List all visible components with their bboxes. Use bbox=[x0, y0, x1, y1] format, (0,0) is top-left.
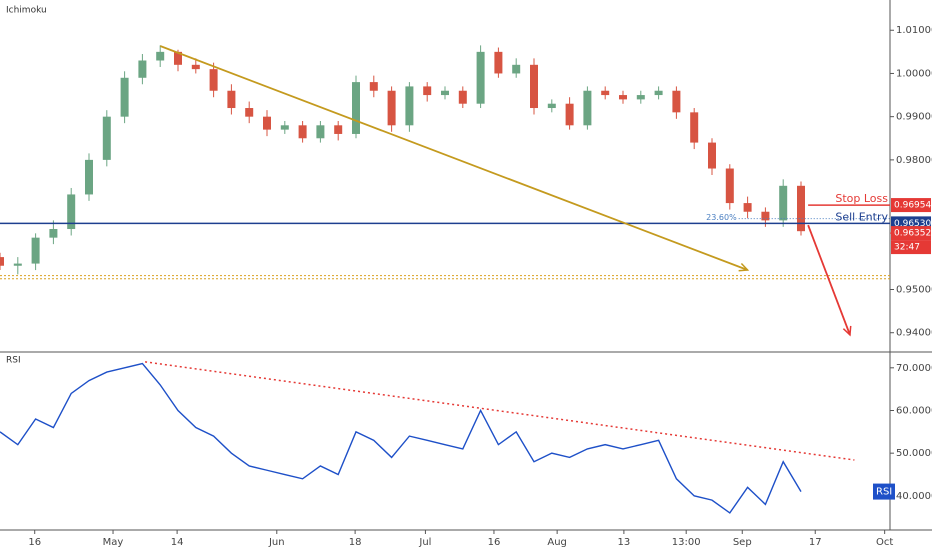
candle-body bbox=[547, 103, 556, 109]
fib-label: 23.60% bbox=[706, 213, 737, 222]
price-tag bbox=[891, 198, 931, 213]
x-tick-label: Oct bbox=[876, 537, 893, 548]
candle-body bbox=[0, 257, 4, 266]
level-name: Sell Entry bbox=[835, 210, 888, 223]
x-tick-label: Aug bbox=[547, 537, 567, 548]
x-tick-label: 16 bbox=[28, 537, 41, 548]
candle-body bbox=[67, 194, 76, 230]
candle-body bbox=[369, 82, 378, 91]
x-tick-label: May bbox=[103, 537, 124, 548]
price-tag-label: 32:47 bbox=[894, 243, 920, 253]
x-tick-label: 13 bbox=[618, 537, 631, 548]
level-name: Stop Loss bbox=[835, 192, 888, 205]
price-tag bbox=[891, 240, 931, 255]
pane-title: RSI bbox=[6, 356, 21, 366]
y-tick-label: 70.0000 bbox=[896, 363, 932, 374]
x-tick-label: 16 bbox=[488, 537, 501, 548]
candle-body bbox=[49, 229, 58, 238]
candle-body bbox=[476, 51, 485, 104]
x-tick-label: 14 bbox=[171, 537, 184, 548]
candle-body bbox=[690, 112, 699, 143]
candle-body bbox=[174, 51, 182, 65]
candle-body bbox=[352, 82, 360, 134]
candle-body bbox=[263, 116, 271, 130]
y-tick-label: 0.94000 bbox=[896, 328, 932, 339]
candle-body bbox=[494, 51, 503, 74]
x-tick-label: 13:00 bbox=[672, 537, 701, 548]
price-tag bbox=[891, 226, 931, 241]
candle-body bbox=[423, 86, 432, 96]
trend-line bbox=[144, 361, 855, 461]
price-tag-label: 0.96352 bbox=[894, 229, 931, 239]
arrow-line bbox=[159, 45, 748, 271]
candle-body bbox=[245, 108, 254, 117]
arrow-head bbox=[738, 262, 750, 272]
candle-body bbox=[209, 69, 218, 91]
candle-body bbox=[636, 95, 645, 100]
candle-body bbox=[13, 263, 22, 266]
candle-body bbox=[601, 90, 610, 96]
candle-body bbox=[387, 90, 396, 126]
candle-body bbox=[31, 237, 40, 264]
candle-body bbox=[654, 90, 663, 96]
legend-tag bbox=[873, 483, 895, 500]
candle-body bbox=[156, 51, 165, 61]
x-tick-label: Sep bbox=[733, 537, 752, 548]
x-tick-label: Jun bbox=[268, 537, 285, 548]
y-tick-label: 60.0000 bbox=[896, 405, 932, 416]
x-tick-label: 17 bbox=[809, 537, 822, 548]
candle-body bbox=[779, 185, 788, 221]
candle-body bbox=[583, 90, 592, 126]
legend-label: RSI bbox=[876, 487, 892, 498]
candle-body bbox=[102, 116, 111, 160]
candle-body bbox=[334, 125, 343, 134]
candle-body bbox=[441, 90, 449, 96]
arrow-head bbox=[842, 325, 852, 337]
rsi-line bbox=[0, 362, 802, 514]
x-tick-label: 18 bbox=[349, 537, 362, 548]
candle-body bbox=[512, 64, 521, 74]
candle-body bbox=[458, 90, 467, 104]
y-tick-label: 40.0000 bbox=[896, 491, 932, 502]
x-tick-label: Jul bbox=[418, 537, 431, 548]
candle-body bbox=[405, 86, 414, 126]
candle-body bbox=[298, 125, 307, 139]
candle-body bbox=[530, 64, 538, 109]
y-tick-label: 1.01000 bbox=[896, 25, 932, 36]
candle-body bbox=[227, 90, 236, 109]
price-tag-label: 0.96954 bbox=[894, 201, 931, 211]
candle-body bbox=[85, 159, 93, 195]
candle-body bbox=[619, 95, 627, 100]
pane-title: Ichimoku bbox=[6, 6, 47, 16]
candle-body bbox=[743, 203, 752, 212]
arrow-line bbox=[807, 224, 851, 336]
candle-body bbox=[725, 168, 734, 204]
candle-body bbox=[565, 103, 574, 126]
candle-body bbox=[708, 142, 716, 169]
candle-body bbox=[761, 211, 770, 221]
candle-body bbox=[316, 125, 325, 139]
candle-body bbox=[672, 90, 681, 113]
price-tag-label: 0.96530 bbox=[894, 219, 931, 229]
candle-body bbox=[138, 60, 147, 78]
candle-body bbox=[797, 185, 805, 232]
candle-body bbox=[191, 64, 200, 70]
candle-body bbox=[120, 77, 129, 117]
candle-body bbox=[280, 125, 289, 130]
y-tick-label: 50.0000 bbox=[896, 448, 932, 459]
